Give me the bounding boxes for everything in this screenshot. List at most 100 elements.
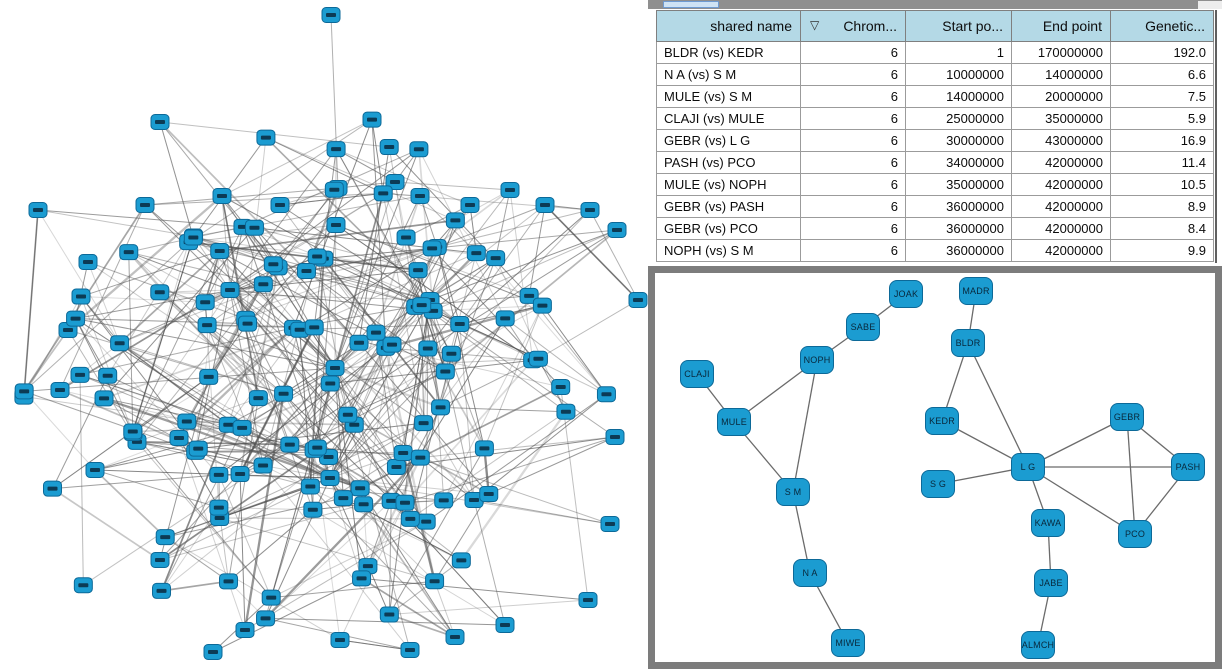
network-node[interactable] <box>474 440 494 457</box>
network-node[interactable] <box>350 480 370 497</box>
network-node-l-g[interactable]: L G <box>1011 453 1045 481</box>
network-node[interactable] <box>253 276 273 293</box>
network-node[interactable] <box>256 129 276 146</box>
network-node[interactable] <box>248 390 268 407</box>
network-node[interactable] <box>393 444 413 461</box>
table-row[interactable]: GEBR (vs) PASH 6 36000000 42000000 8.9 <box>656 195 1214 218</box>
network-node[interactable] <box>362 111 382 128</box>
network-node-bldr[interactable]: BLDR <box>951 329 985 357</box>
network-node[interactable] <box>338 406 358 423</box>
network-node[interactable] <box>410 449 430 466</box>
network-node[interactable] <box>600 516 620 532</box>
network-node-kawa[interactable]: KAWA <box>1031 509 1065 537</box>
network-node-s-g[interactable]: S G <box>921 470 955 498</box>
network-node[interactable] <box>28 202 48 218</box>
table-row[interactable]: MULE (vs) NOPH 6 35000000 42000000 10.5 <box>656 173 1214 196</box>
network-node[interactable] <box>528 350 548 367</box>
network-node[interactable] <box>466 245 486 262</box>
network-node[interactable] <box>307 248 327 265</box>
network-node[interactable] <box>352 570 372 587</box>
network-node[interactable] <box>209 499 229 516</box>
table-row[interactable]: NOPH (vs) S M 6 36000000 42000000 9.9 <box>656 239 1214 262</box>
network-node[interactable] <box>220 282 240 298</box>
network-node[interactable] <box>385 174 405 190</box>
network-node[interactable] <box>628 292 648 308</box>
network-node[interactable] <box>400 510 420 527</box>
network-node[interactable] <box>349 334 369 351</box>
network-node[interactable] <box>256 610 276 627</box>
network-node[interactable] <box>43 480 63 497</box>
network-node-claji[interactable]: CLAJI <box>680 360 714 388</box>
network-node[interactable] <box>304 319 324 336</box>
network-node[interactable] <box>177 413 197 430</box>
network-node-gebr[interactable]: GEBR <box>1110 403 1144 431</box>
network-node-madr[interactable]: MADR <box>959 277 993 305</box>
network-node-s-m[interactable]: S M <box>776 478 810 506</box>
network-node-joak[interactable]: JOAK <box>889 280 923 308</box>
network-node[interactable] <box>410 188 430 204</box>
network-node[interactable] <box>325 360 345 376</box>
network-node[interactable] <box>119 244 139 261</box>
network-node[interactable] <box>155 529 175 546</box>
network-node[interactable] <box>150 284 170 301</box>
table-row[interactable]: N A (vs) S M 6 10000000 14000000 6.6 <box>656 63 1214 86</box>
network-node[interactable] <box>330 632 350 648</box>
filter-icon[interactable]: ▽ <box>810 18 820 32</box>
network-node[interactable] <box>396 229 416 246</box>
network-node[interactable] <box>150 114 170 130</box>
network-node-pco[interactable]: PCO <box>1118 520 1152 548</box>
network-node[interactable] <box>408 262 428 279</box>
network-node-almch[interactable]: ALMCH <box>1021 631 1055 659</box>
network-node-sabe[interactable]: SABE <box>846 313 880 341</box>
network-node-noph[interactable]: NOPH <box>800 346 834 374</box>
network-node[interactable] <box>123 423 143 440</box>
network-node[interactable] <box>303 501 323 518</box>
network-node[interactable] <box>253 457 273 474</box>
network-node[interactable] <box>263 256 283 273</box>
network-node[interactable] <box>460 197 480 213</box>
network-node[interactable] <box>416 513 436 530</box>
network-node[interactable] <box>98 367 118 384</box>
network-node[interactable] <box>358 558 378 575</box>
network-node[interactable] <box>422 240 442 257</box>
network-node[interactable] <box>66 310 86 327</box>
network-node[interactable] <box>425 573 445 590</box>
network-node[interactable] <box>495 617 515 633</box>
network-node[interactable] <box>280 436 300 453</box>
network-node[interactable] <box>434 492 454 509</box>
table-row[interactable]: MULE (vs) S M 6 14000000 20000000 7.5 <box>656 85 1214 108</box>
network-node[interactable] <box>219 573 239 590</box>
network-node[interactable] <box>556 403 576 420</box>
network-node[interactable] <box>235 622 255 638</box>
network-node-n-a[interactable]: N A <box>793 559 827 587</box>
network-node[interactable] <box>321 7 341 23</box>
network-node[interactable] <box>409 141 429 158</box>
subnetwork-view[interactable]: CLAJI JOAK SABE NOPH MULE S M N A MIWE MADR BLDR K… <box>648 266 1222 669</box>
network-node[interactable] <box>431 399 451 416</box>
network-node[interactable] <box>135 197 155 213</box>
network-node[interactable] <box>445 629 465 645</box>
network-node[interactable] <box>379 606 399 623</box>
network-node[interactable] <box>580 202 600 218</box>
network-node[interactable] <box>578 592 598 608</box>
network-node[interactable] <box>150 552 170 568</box>
network-node[interactable] <box>320 470 340 486</box>
network-node[interactable] <box>238 315 258 332</box>
table-row[interactable]: PASH (vs) PCO 6 34000000 42000000 11.4 <box>656 151 1214 174</box>
table-row[interactable]: CLAJI (vs) MULE 6 25000000 35000000 5.9 <box>656 107 1214 130</box>
network-node[interactable] <box>607 222 627 238</box>
network-node[interactable] <box>244 219 264 236</box>
network-node[interactable] <box>14 383 34 400</box>
network-node[interactable] <box>212 188 232 204</box>
network-node[interactable] <box>495 310 515 327</box>
network-node-miwe[interactable]: MIWE <box>831 629 865 657</box>
network-node[interactable] <box>169 429 189 446</box>
dense-network-view[interactable] <box>0 0 648 669</box>
network-node[interactable] <box>605 429 625 445</box>
network-node[interactable] <box>94 390 114 407</box>
network-node[interactable] <box>373 185 393 202</box>
network-node[interactable] <box>230 466 250 483</box>
network-node[interactable] <box>195 294 215 311</box>
network-node[interactable] <box>85 462 105 478</box>
network-node[interactable] <box>209 466 229 483</box>
